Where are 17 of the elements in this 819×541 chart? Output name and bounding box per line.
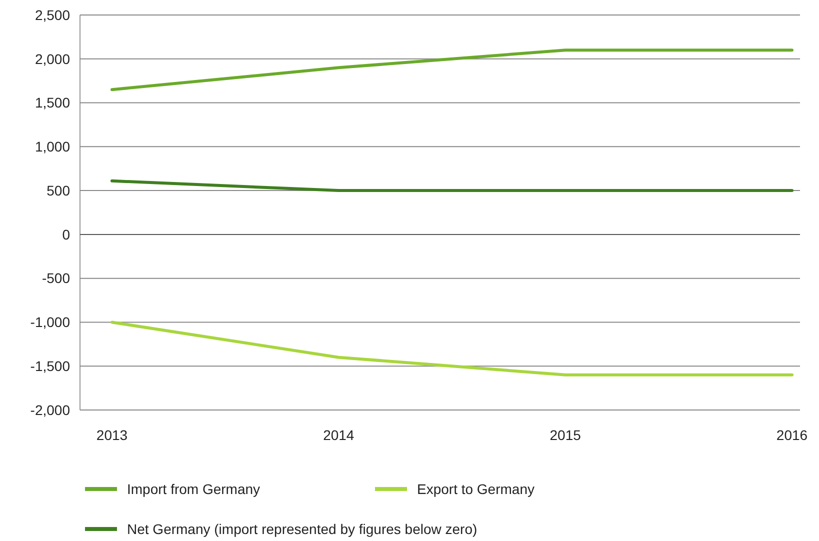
x-tick-label: 2014 <box>323 427 354 443</box>
y-tick-label: -500 <box>42 270 70 286</box>
legend-label: Net Germany (import represented by figures below zero) <box>127 520 478 537</box>
legend-label: Import from Germany <box>127 480 260 497</box>
y-tick-label: 500 <box>46 182 70 198</box>
y-tick-label: 1,000 <box>34 138 70 155</box>
x-tick-label: 2016 <box>776 427 808 443</box>
x-tick-label: 2013 <box>96 427 128 443</box>
y-tick-label: 0 <box>62 226 70 242</box>
y-tick-label: 1,500 <box>34 94 70 111</box>
y-tick-label: -2,000 <box>30 402 70 418</box>
x-tick-label: 2015 <box>550 427 582 443</box>
legend-label: Export to Germany <box>417 480 534 497</box>
y-tick-label: -1,000 <box>30 314 70 330</box>
y-tick-label: 2,000 <box>34 50 70 67</box>
y-tick-label: 2,500 <box>34 6 70 23</box>
y-tick-label: -1,500 <box>30 358 70 374</box>
